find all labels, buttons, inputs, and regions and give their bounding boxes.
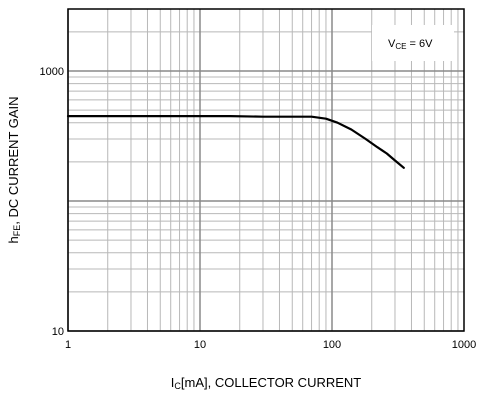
annotation-rest: = 6V (406, 38, 433, 50)
x-tick-label: 100 (323, 339, 341, 351)
plot-frame (67, 8, 465, 332)
x-tick-label: 1 (65, 339, 71, 351)
x-axis-title-sub: C (174, 381, 181, 391)
y-axis-title-rest: , DC CURRENT GAIN (6, 96, 21, 224)
annotation-sub: CE (395, 42, 406, 51)
x-tick-label: 10 (194, 339, 206, 351)
y-tick-label: 1000 (40, 66, 64, 78)
annotation-box (372, 25, 454, 61)
series-layer (66, 114, 405, 169)
x-axis-title: IC[mA], COLLECTOR CURRENT (171, 375, 362, 391)
y-axis-title: hFE, DC CURRENT GAIN (6, 96, 22, 243)
x-axis-title-main: I (171, 375, 175, 390)
x-axis-title-rest: [mA], COLLECTOR CURRENT (181, 375, 361, 390)
x-tick-label: 1000 (452, 339, 476, 351)
y-axis-title-sub: FE (12, 225, 22, 237)
y-axis-title-main: h (6, 236, 21, 243)
annotation-main: V (388, 38, 396, 50)
annotation-label: VCE = 6V (388, 38, 433, 51)
y-tick-label: 10 (52, 326, 64, 338)
plot-background (68, 9, 464, 331)
series-line-0 (66, 114, 405, 169)
